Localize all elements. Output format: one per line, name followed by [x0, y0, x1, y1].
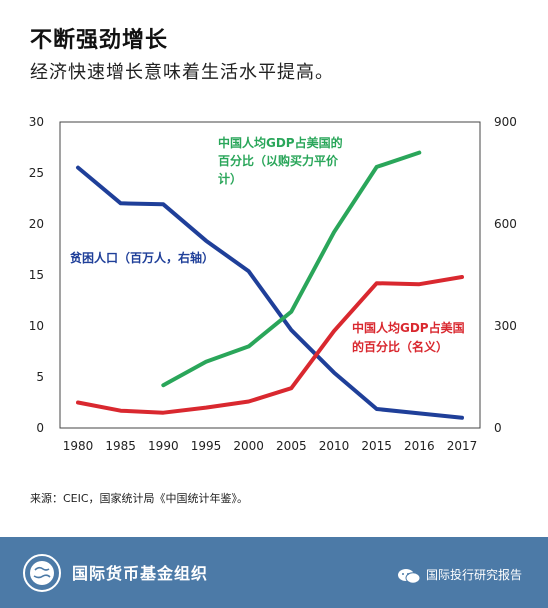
x-tick-label: 2016: [404, 439, 435, 453]
left-tick-label: 0: [36, 421, 44, 435]
x-tick-label: 2010: [319, 439, 350, 453]
x-tick-label: 1980: [63, 439, 94, 453]
left-tick-label: 5: [36, 370, 44, 384]
imf-globe-icon: [23, 554, 61, 592]
nominal-annotation: 的百分比（名义）: [352, 339, 448, 354]
x-tick-label: 1990: [148, 439, 179, 453]
ppp-annotation: 百分比（以购买力平价: [218, 153, 339, 168]
series-line-2: [161, 150, 422, 388]
right-tick-label: 0: [494, 421, 502, 435]
right-tick-label: 900: [494, 115, 517, 129]
left-tick-label: 25: [29, 166, 44, 180]
x-tick-label: 1985: [105, 439, 136, 453]
imf-name: 国际货币基金组织: [72, 564, 209, 583]
footer-banner: 国际货币基金组织 国际投行研究报告: [0, 537, 548, 608]
nominal-annotation: 中国人均GDP占美国: [352, 320, 465, 335]
chart-subtitle: 经济快速增长意味着生活水平提高。: [30, 62, 334, 83]
x-tick-label: 2017: [447, 439, 478, 453]
poverty-annotation: 贫困人口（百万人，右轴）: [70, 250, 214, 265]
left-tick-label: 10: [29, 319, 44, 333]
x-tick-label: 2005: [276, 439, 307, 453]
x-tick-label: 2015: [361, 439, 392, 453]
right-tick-label: 600: [494, 217, 517, 231]
ppp-annotation: 中国人均GDP占美国的: [218, 135, 343, 150]
series-line-1: [76, 165, 464, 420]
source-note: 来源：CEIC，国家统计局《中国统计年鉴》。: [30, 492, 249, 505]
chart-title: 不断强劲增长: [30, 28, 169, 53]
wechat-account-name: 国际投行研究报告: [426, 568, 523, 582]
left-tick-label: 20: [29, 217, 44, 231]
x-tick-label: 2000: [233, 439, 264, 453]
plot-frame: [59, 121, 481, 429]
x-tick-label: 1995: [191, 439, 222, 453]
left-tick-label: 15: [29, 268, 44, 282]
ppp-annotation: 计）: [218, 171, 242, 186]
series-line-3: [76, 275, 464, 415]
left-tick-label: 30: [29, 115, 44, 129]
wechat-icon: [398, 569, 421, 584]
right-tick-label: 300: [494, 319, 517, 333]
